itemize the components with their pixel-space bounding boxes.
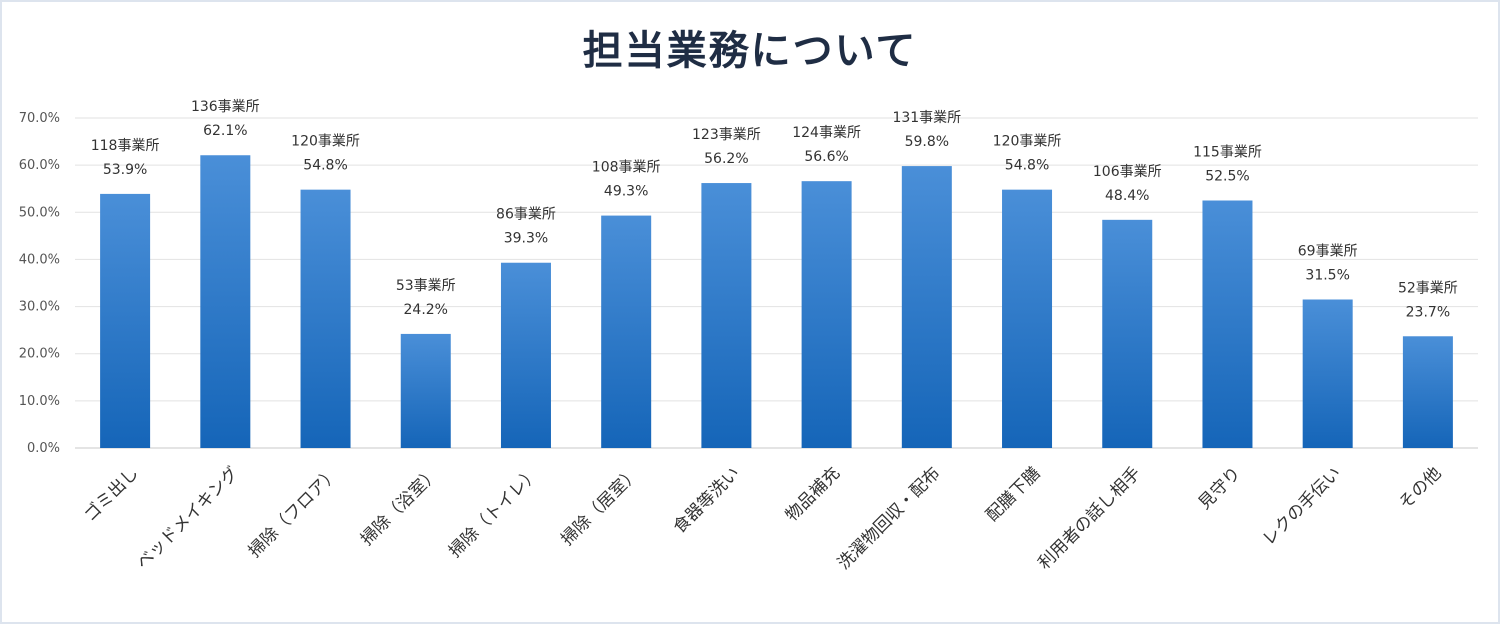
percent-label: 52.5% [1205, 169, 1249, 185]
count-label: 106事業所 [1093, 164, 1162, 180]
category-label: 見守り [1195, 463, 1245, 513]
percent-label: 24.2% [404, 302, 448, 318]
y-axis-ticks: 0.0% 10.0% 20.0% 30.0% 40.0% 50.0% 60.0% 70.0% [19, 111, 60, 456]
count-label: 52事業所 [1398, 280, 1458, 296]
category-label: 掃除（浴室） [357, 463, 443, 549]
y-tick-label: 70.0% [19, 111, 60, 126]
category-label: 利用者の話し相手 [1034, 463, 1144, 573]
category-label: その他 [1395, 463, 1445, 513]
category-label: 食器等洗い [670, 463, 744, 537]
bars [100, 155, 1453, 449]
bar [200, 155, 251, 448]
percent-label: 39.3% [504, 231, 548, 247]
count-label: 136事業所 [191, 99, 260, 115]
gridlines [75, 117, 1478, 449]
percent-label: 56.6% [804, 149, 848, 165]
percent-label: 48.4% [1105, 188, 1149, 204]
data-labels: 53.9% 118事業所 62.1% 136事業所 54.8% 120事業所 24.2% 53… [91, 99, 1458, 320]
y-tick-label: 60.0% [19, 158, 60, 173]
bar [801, 181, 852, 448]
percent-label: 23.7% [1406, 304, 1450, 320]
percent-label: 49.3% [604, 184, 648, 200]
category-label: 物品補充 [782, 463, 844, 525]
count-label: 118事業所 [91, 138, 160, 154]
count-label: 131事業所 [892, 110, 961, 126]
category-label: 掃除（フロア） [245, 463, 343, 561]
category-label: 洗濯物回収・配布 [834, 463, 944, 573]
count-label: 86事業所 [496, 207, 556, 223]
bar [1002, 189, 1053, 448]
category-label: ゴミ出し [80, 463, 143, 526]
category-label: 掃除（トイレ） [445, 463, 543, 561]
category-label: ベッドメイキング [133, 463, 243, 573]
count-label: 123事業所 [692, 127, 761, 143]
y-tick-label: 10.0% [19, 394, 60, 409]
count-label: 53事業所 [396, 278, 456, 294]
bar [500, 262, 551, 448]
y-tick-label: 40.0% [19, 252, 60, 267]
y-tick-label: 30.0% [19, 300, 60, 315]
percent-label: 54.8% [303, 158, 347, 174]
bar [1102, 219, 1153, 448]
bar [1302, 299, 1353, 448]
y-tick-label: 0.0% [27, 441, 60, 456]
count-label: 108事業所 [592, 160, 661, 176]
bar [400, 333, 451, 448]
count-label: 69事業所 [1298, 244, 1358, 260]
bar [100, 193, 151, 448]
count-label: 120事業所 [993, 134, 1062, 150]
count-label: 124事業所 [792, 125, 861, 141]
y-tick-label: 50.0% [19, 205, 60, 220]
category-label: 掃除（居室） [557, 463, 643, 549]
count-label: 120事業所 [291, 134, 360, 150]
bar [300, 189, 351, 448]
bar [701, 183, 752, 449]
percent-label: 31.5% [1305, 268, 1349, 284]
chart-title: 担当業務について [582, 28, 918, 74]
percent-label: 53.9% [103, 162, 147, 178]
bar [901, 166, 952, 449]
category-label: レクの手伝い [1259, 463, 1345, 549]
percent-label: 54.8% [1005, 158, 1049, 174]
count-label: 115事業所 [1193, 145, 1262, 161]
bar [1202, 200, 1253, 448]
percent-label: 56.2% [704, 151, 748, 167]
percent-label: 59.8% [905, 134, 949, 150]
bar [1402, 336, 1453, 448]
y-tick-label: 20.0% [19, 347, 60, 362]
bar [601, 215, 652, 448]
percent-label: 62.1% [203, 123, 247, 139]
category-label: 配膳下膳 [982, 463, 1044, 525]
